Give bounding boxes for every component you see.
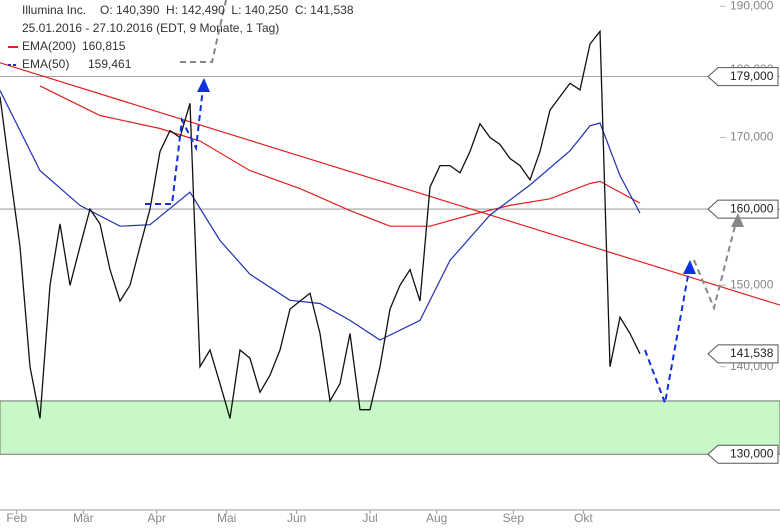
price-label-box [707,67,779,87]
ohlc: O: 140,390 H: 142,490 L: 140,250 C: 141,… [100,3,354,17]
x-tick-label: Okt [574,511,593,525]
price-line [0,29,641,419]
blue-arrow [145,87,204,205]
grey-arrow [693,221,737,312]
price-label: 130,000 [730,446,774,460]
x-tick-label: Mai [217,511,236,525]
date-range: 25.01.2016 - 27.10.2016 (EDT, 9 Monate, … [22,21,279,35]
legend-name: EMA(200) [22,39,76,53]
legend-name: EMA(50) [22,57,69,71]
price-label: 160,000 [730,201,774,215]
legend-value: 160,815 [82,39,126,53]
ema-line [0,90,641,341]
arrow-head [197,78,210,92]
x-tick-label: Sep [503,511,525,525]
price-label-box [707,444,779,464]
support-zone [0,400,780,455]
x-tick-label: Apr [147,511,166,525]
price-label-box [707,199,779,219]
instrument-name: Illumina Inc. [22,3,86,17]
annotation-arrows [145,0,744,407]
grey-arrow [180,0,227,63]
y-tick-label: 190,000 [730,0,774,12]
trend-line [0,62,780,306]
price-label: 141,538 [730,346,774,360]
x-tick-label: Jun [287,511,306,525]
y-tick-label: 170,000 [730,130,774,144]
price-label: 179,000 [730,69,774,83]
x-tick-label: Jul [362,511,377,525]
blue-arrow [644,269,690,407]
y-tick-label: 150,000 [730,277,774,291]
arrow-head [731,213,744,227]
header: Illumina Inc. O: 140,390 H: 142,490 L: 1… [22,3,354,35]
price-label-box [707,344,779,364]
arrow-head [683,260,696,274]
x-tick-label: Aug [426,511,447,525]
x-tick-label: Feb [6,511,27,525]
ema-line [39,85,641,227]
x-tick-label: Mär [73,511,94,525]
legend-value: 159,461 [88,57,132,71]
